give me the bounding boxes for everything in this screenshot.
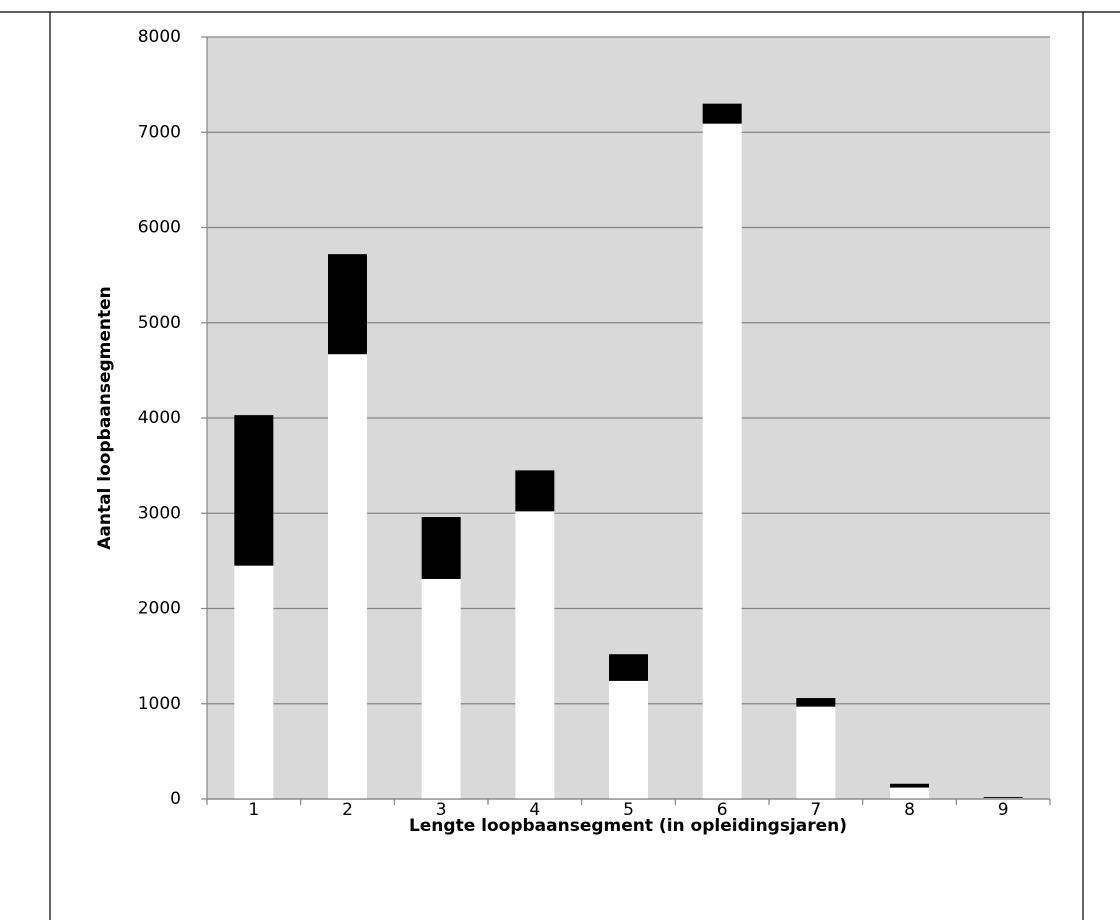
- y-tick-label: 0: [170, 789, 181, 809]
- y-tick-label: 2000: [138, 599, 181, 619]
- y-tick-label: 8000: [138, 27, 181, 47]
- x-tick-label: 1: [248, 800, 259, 820]
- bar-segment: [890, 783, 929, 788]
- bar-segment: [890, 787, 929, 799]
- x-tick-label: 2: [342, 800, 353, 820]
- bar-segment: [702, 103, 742, 124]
- bar-segment: [702, 123, 742, 800]
- bar-segment: [421, 578, 461, 799]
- y-tick-label: 5000: [138, 313, 181, 333]
- y-axis-title: Aantal loopbaansegmenten: [95, 286, 115, 550]
- bar-segment: [234, 415, 274, 566]
- x-axis-title: Lengte loopbaansegment (in opleidingsjar…: [409, 816, 847, 836]
- bar-segment: [421, 517, 461, 579]
- x-tick-label: 8: [904, 800, 915, 820]
- bar-segment: [328, 354, 367, 799]
- x-tick-label: 7: [810, 800, 821, 820]
- y-tick-label: 3000: [138, 503, 181, 523]
- bar-segment: [609, 654, 648, 681]
- x-tick-label: 5: [623, 800, 634, 820]
- x-tick-label: 4: [529, 800, 540, 820]
- x-tick-label: 6: [717, 800, 728, 820]
- bar-segment: [609, 680, 648, 799]
- x-tick-label: 9: [998, 800, 1009, 820]
- y-tick-label: 4000: [138, 408, 181, 428]
- bar-segment: [328, 254, 367, 355]
- y-tick-label: 7000: [138, 122, 181, 142]
- bar-segment: [515, 470, 555, 512]
- x-tick-label: 3: [436, 800, 447, 820]
- bar-segment: [983, 797, 1023, 799]
- y-tick-label: 1000: [138, 694, 181, 714]
- y-tick-label: 6000: [138, 218, 181, 238]
- bar-segment: [796, 698, 836, 707]
- bar-segment: [234, 565, 274, 799]
- bar-segment: [796, 706, 836, 799]
- bar-segment: [515, 511, 555, 799]
